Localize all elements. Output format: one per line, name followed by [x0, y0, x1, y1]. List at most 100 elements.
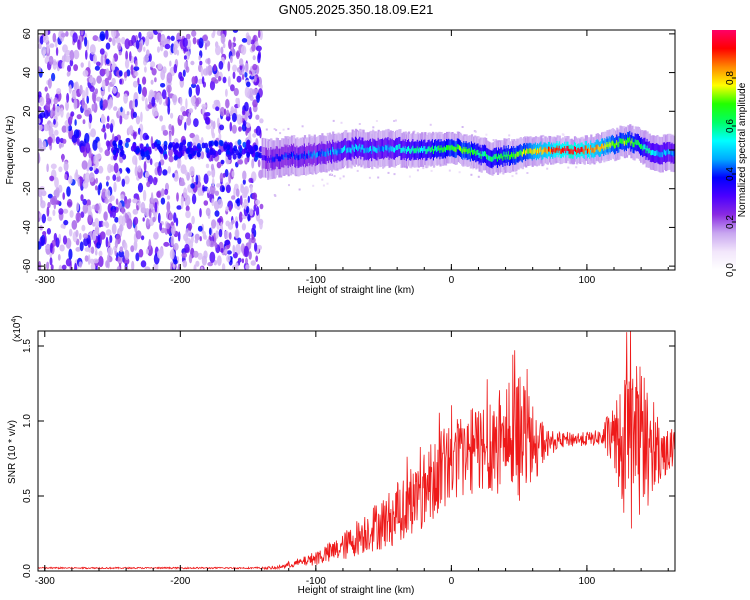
noise-blob — [212, 30, 216, 37]
speckle — [382, 166, 385, 169]
noise-blob — [44, 56, 49, 64]
noise-blob — [225, 116, 231, 121]
noise-blob — [249, 146, 254, 153]
noise-blob — [169, 60, 172, 67]
x-tick-label: 100 — [579, 576, 596, 587]
noise-blob — [75, 169, 78, 178]
noise-blob — [185, 66, 190, 73]
ridge-core — [570, 148, 573, 154]
noise-blob — [124, 38, 131, 50]
noise-blob — [88, 247, 92, 253]
noise-blob — [125, 50, 128, 61]
noise-blob — [104, 132, 107, 140]
speckle — [515, 172, 518, 175]
noise-blob — [99, 231, 106, 240]
noise-blob — [81, 160, 88, 170]
noise-blob — [183, 187, 188, 199]
noise-blob — [242, 179, 246, 185]
noise-blob — [54, 129, 59, 136]
noise-blob — [47, 216, 52, 222]
noise-blob — [203, 200, 209, 206]
noise-blob — [60, 107, 64, 118]
noise-blob — [121, 178, 126, 187]
snr-panel: -300 -200 -100 0 100 0.0 0.5 1.0 1.5 Height of … — [7, 315, 676, 596]
noise-blob — [219, 140, 224, 147]
spectrogram-x-ticks: -300 -200 -100 0 100 — [35, 30, 669, 286]
noise-blob — [188, 253, 193, 264]
noise-blob — [85, 49, 88, 60]
noise-blob — [254, 144, 259, 151]
noise-blob — [191, 215, 195, 225]
noise-blob — [235, 188, 240, 198]
noise-blob — [215, 230, 219, 239]
noise-blob — [73, 82, 78, 91]
noise-blob — [224, 230, 229, 239]
noise-blob — [181, 252, 188, 258]
noise-blob — [43, 123, 50, 132]
noise-blob — [198, 37, 204, 49]
speckle — [321, 178, 324, 181]
noise-blob — [82, 89, 86, 101]
noise-blob — [79, 232, 82, 241]
noise-blob — [156, 191, 162, 198]
noise-blob — [207, 261, 213, 267]
noise-blob — [76, 202, 80, 212]
noise-blob — [246, 206, 250, 214]
noise-blob — [259, 118, 264, 124]
noise-blob — [120, 106, 123, 113]
noise-blob — [79, 175, 83, 187]
noise-blob — [119, 224, 124, 232]
noise-blob — [211, 177, 215, 187]
noise-blob — [157, 165, 160, 173]
noise-blob — [200, 137, 204, 144]
noise-blob — [195, 98, 200, 107]
noise-blob — [119, 246, 124, 253]
noise-blob — [195, 84, 200, 96]
noise-blob — [67, 65, 71, 72]
noise-blob — [252, 88, 259, 96]
noise-blob — [42, 35, 49, 43]
noise-blob — [87, 254, 91, 265]
noise-blob — [160, 197, 166, 205]
noise-blob — [251, 44, 256, 52]
noise-blob — [167, 86, 171, 98]
noise-blob — [219, 172, 224, 183]
speckle — [322, 184, 325, 187]
spectrogram-y-ticks: -60 -40 -20 0 20 40 60 — [22, 28, 675, 273]
speckle — [508, 134, 511, 137]
noise-blob — [107, 84, 111, 93]
noise-blob — [222, 43, 226, 49]
noise-blob — [168, 123, 172, 131]
noise-blob — [105, 42, 111, 50]
noise-blob — [102, 221, 106, 227]
noise-blob — [224, 249, 228, 255]
noise-blob — [159, 222, 163, 231]
noise-blob — [52, 59, 57, 70]
noise-blob — [154, 201, 158, 213]
noise-blob — [71, 134, 78, 143]
noise-blob — [220, 221, 223, 231]
noise-blob — [115, 198, 119, 205]
noise-blob — [205, 163, 210, 169]
noise-blob — [92, 258, 99, 264]
noise-blob — [119, 78, 122, 85]
noise-blob — [233, 87, 239, 97]
figure-title: GN05.2025.350.18.09.E21 — [279, 2, 434, 17]
y-tick-label: 40 — [22, 67, 33, 79]
noise-blob — [186, 147, 191, 154]
noise-blob — [58, 166, 63, 173]
ridge-core — [544, 147, 547, 153]
noise-blob — [46, 163, 49, 173]
noise-blob — [170, 225, 176, 236]
noise-blob — [176, 192, 179, 202]
noise-blob — [217, 218, 222, 223]
noise-blob — [237, 257, 242, 263]
speckle — [301, 125, 304, 128]
noise-blob — [187, 222, 193, 231]
speckle — [339, 177, 342, 180]
noise-blob — [38, 106, 42, 112]
noise-blob — [220, 248, 224, 253]
noise-blob — [150, 79, 154, 85]
noise-blob — [47, 78, 52, 89]
